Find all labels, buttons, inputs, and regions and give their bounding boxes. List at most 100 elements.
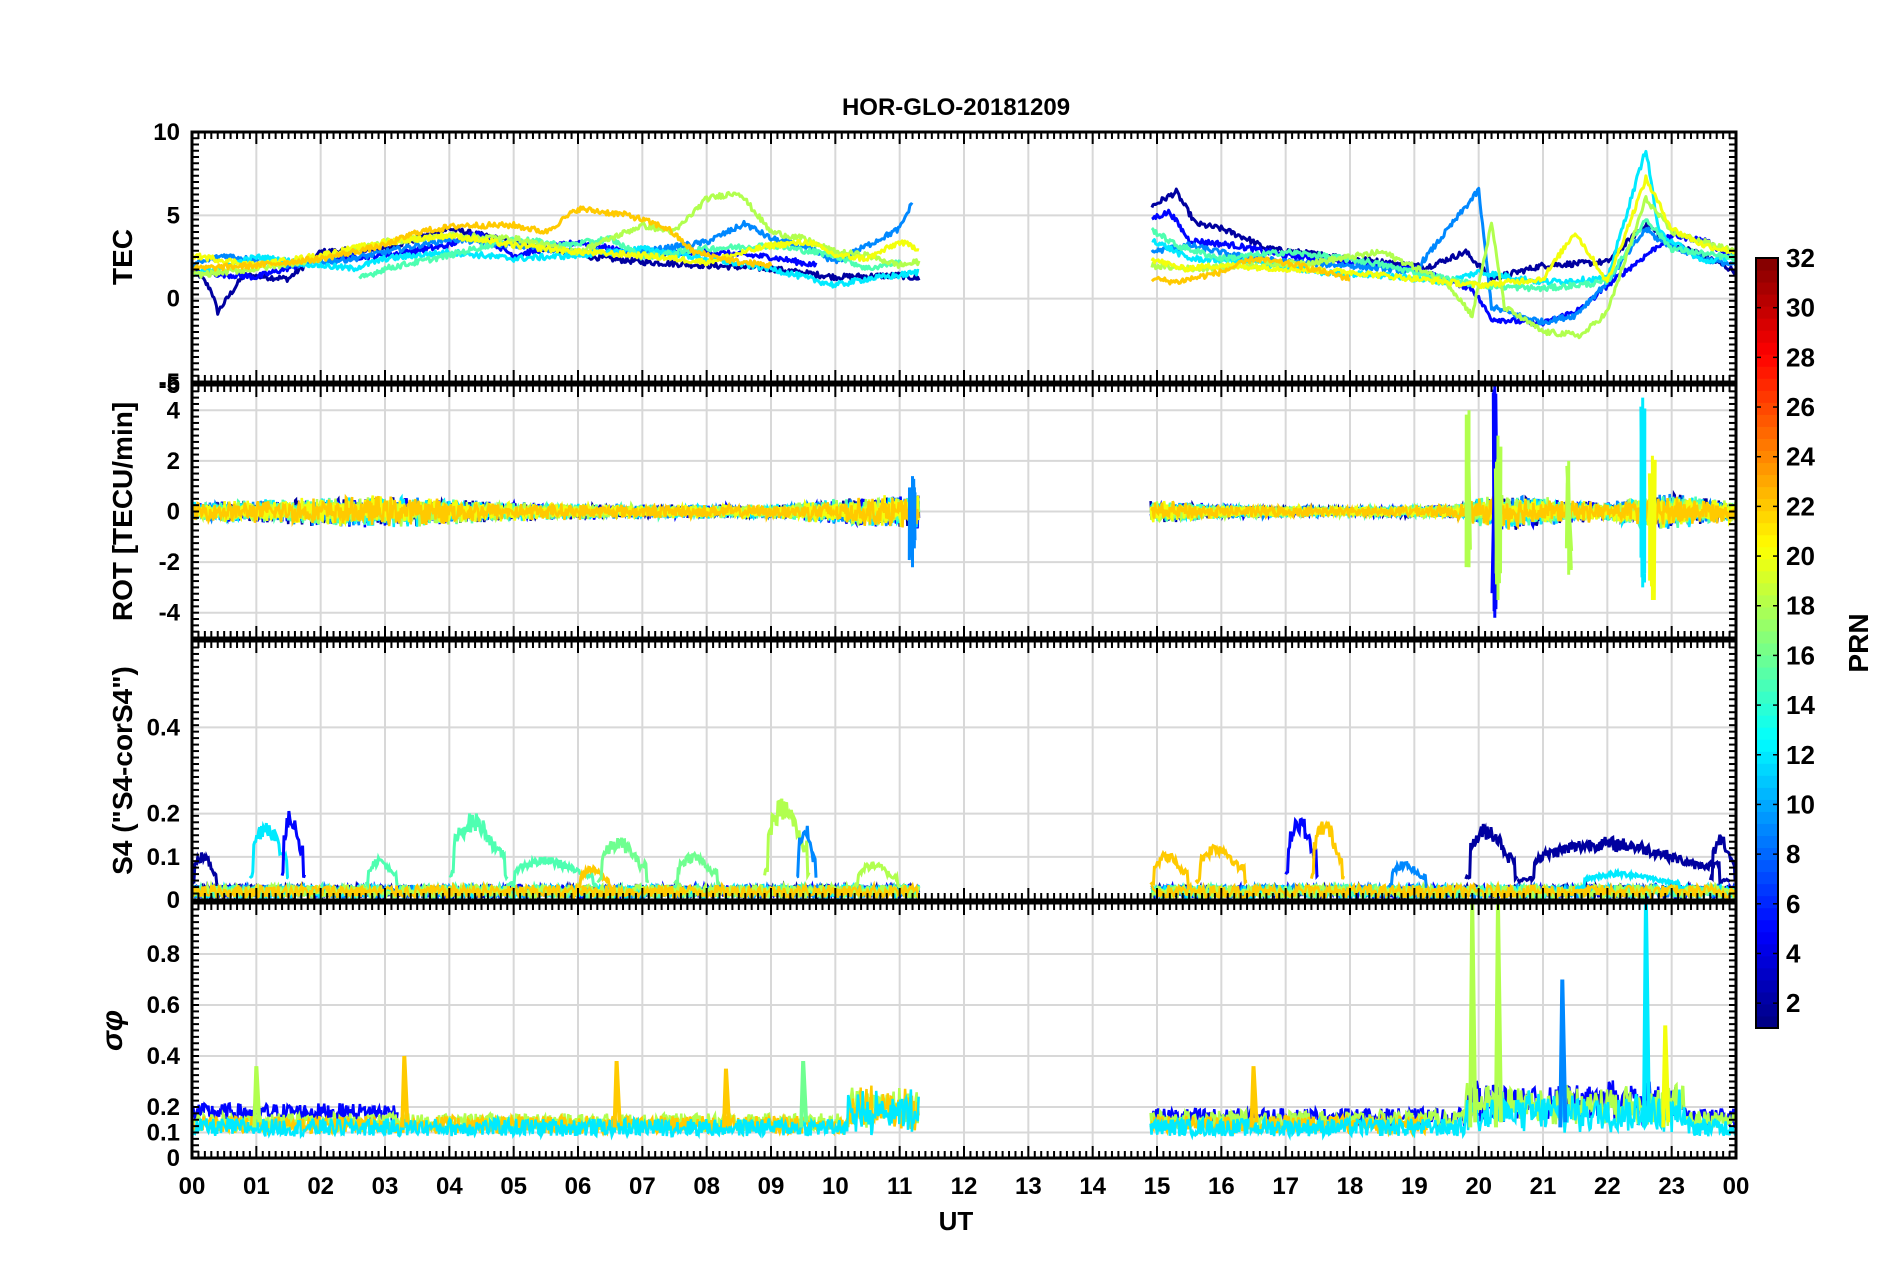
colorbar-segment: [1756, 871, 1778, 885]
colorbar-segment: [1756, 510, 1778, 524]
y-tick-label: -5: [159, 372, 180, 399]
colorbar-segment: [1756, 667, 1778, 680]
colorbar-segment: [1756, 979, 1778, 993]
colorbar-segment: [1756, 847, 1778, 861]
colorbar-segment: [1756, 655, 1778, 668]
chart-title: HOR-GLO-20181209: [842, 94, 1070, 121]
colorbar-segment: [1756, 799, 1778, 812]
y-tick-label: 0.4: [147, 714, 181, 741]
colorbar-label: PRN: [1843, 613, 1874, 672]
colorbar-segment: [1756, 498, 1778, 512]
s4-bump-prn-5: [1284, 816, 1319, 881]
colorbar-segment: [1756, 342, 1778, 355]
rot-spike-prn-9: [907, 476, 917, 568]
colorbar-segment: [1756, 859, 1778, 873]
panel-tec: -5 0 5 10 TEC: [107, 119, 1738, 396]
colorbar-segment: [1756, 558, 1778, 572]
y-tick-label: 0: [167, 286, 180, 313]
colorbar-segment: [1756, 703, 1778, 716]
y-tick-label: 0.6: [147, 992, 180, 1019]
colorbar-tick-label: 32: [1786, 243, 1815, 273]
colorbar-segment: [1756, 378, 1778, 391]
x-tick-label: 01: [243, 1173, 270, 1200]
sigma-spike-prn-22: [721, 1068, 731, 1128]
y-tick-label: 2: [167, 448, 180, 475]
colorbar-tick-label: 26: [1786, 392, 1815, 422]
x-tick-label: 06: [565, 1173, 592, 1200]
sigma-spike-prn-12: [1641, 903, 1651, 1128]
colorbar-segment: [1756, 991, 1778, 1005]
colorbar-segment: [1756, 955, 1778, 969]
colorbar-tick-label: 16: [1786, 640, 1815, 670]
colorbar-segment: [1756, 1015, 1778, 1029]
x-tick-label: 05: [500, 1173, 527, 1200]
colorbar-segment: [1756, 462, 1778, 476]
x-tick-label: 12: [951, 1173, 978, 1200]
colorbar-tick-label: 10: [1786, 789, 1815, 819]
colorbar-segment: [1756, 763, 1778, 776]
sigma-spike-prn-20: [1661, 1025, 1671, 1128]
colorbar-segment: [1756, 751, 1778, 764]
s4-bump-prn-2: [1516, 834, 1731, 886]
colorbar-segment: [1756, 318, 1778, 331]
colorbar-segment: [1756, 354, 1778, 367]
colorbar-segment: [1756, 679, 1778, 692]
s4-bump-prn-16: [673, 850, 721, 886]
s4-bump-prn-15: [364, 852, 399, 890]
colorbar-segment: [1756, 811, 1778, 824]
x-tick-label: 11: [887, 1173, 912, 1200]
colorbar-segment: [1756, 402, 1778, 415]
colorbar-tick-label: 20: [1786, 541, 1815, 571]
colorbar-tick-label: 24: [1786, 442, 1815, 472]
s4-bump-prn-5: [280, 810, 307, 879]
tec-series-prn-20: [192, 174, 1736, 290]
colorbar-segment: [1756, 1003, 1778, 1017]
y-tick-label: 4: [167, 397, 181, 424]
tec-lines: [192, 149, 1736, 340]
x-tick-label: 07: [629, 1173, 656, 1200]
rot-spike-prn-18: [1493, 435, 1503, 600]
colorbar-segment: [1756, 931, 1778, 945]
x-tick-label: 17: [1272, 1173, 1299, 1200]
x-tick-label: 13: [1015, 1173, 1042, 1200]
colorbar-tick-label: 12: [1786, 740, 1815, 770]
y-axis-label: TEC: [107, 229, 138, 285]
s4-bump-prn-12: [1574, 867, 1685, 890]
sigma-spike-prn-22: [1249, 1066, 1259, 1128]
y-tick-label: 0.2: [147, 1094, 180, 1121]
colorbar-segment: [1756, 270, 1778, 283]
colorbar-segment: [1756, 426, 1778, 439]
panel-frame: [190, 639, 1738, 902]
x-tick-label: 08: [693, 1173, 720, 1200]
y-tick-label: -5: [159, 369, 180, 396]
colorbar-tick-label: 2: [1786, 988, 1800, 1018]
sigma-spike-prn-22: [612, 1061, 622, 1128]
colorbar-segment: [1756, 606, 1778, 620]
y-tick-label: 5: [167, 202, 180, 229]
colorbar-segment: [1756, 546, 1778, 560]
s4-bump-prn-22: [1309, 820, 1346, 880]
colorbar-tick-label: 14: [1786, 690, 1815, 720]
panel-frame: [190, 383, 1738, 640]
rot-spike-prn-18: [1464, 410, 1472, 568]
colorbar-segment: [1756, 330, 1778, 343]
colorbar-segment: [1756, 258, 1778, 271]
x-tick-label: 23: [1658, 1173, 1685, 1200]
colorbar-segment: [1756, 823, 1778, 836]
colorbar-tick-label: 28: [1786, 342, 1815, 372]
colorbar-segment: [1756, 643, 1778, 656]
panel-sigma: 00.10.2 0.4 0.6 0.8 σφ: [96, 901, 1738, 1172]
y-axis-label: σφ: [96, 1010, 129, 1051]
colorbar-segment: [1756, 775, 1778, 788]
x-tick-label: 10: [822, 1173, 849, 1200]
y-tick-label: 0.1: [147, 844, 180, 871]
y-tick-label: 0.8: [147, 941, 180, 968]
y-axis-label: ROT [TECU/min]: [107, 402, 138, 621]
x-tick-label: 20: [1465, 1173, 1492, 1200]
x-tick-label: 16: [1208, 1173, 1235, 1200]
colorbar-segment: [1756, 306, 1778, 319]
s4-bump-prn-22: [1149, 849, 1191, 889]
s4-bump-prn-18: [853, 861, 900, 889]
rot-spike-prn-12: [1639, 397, 1647, 588]
sigma-spike-prn-9: [1558, 979, 1568, 1128]
